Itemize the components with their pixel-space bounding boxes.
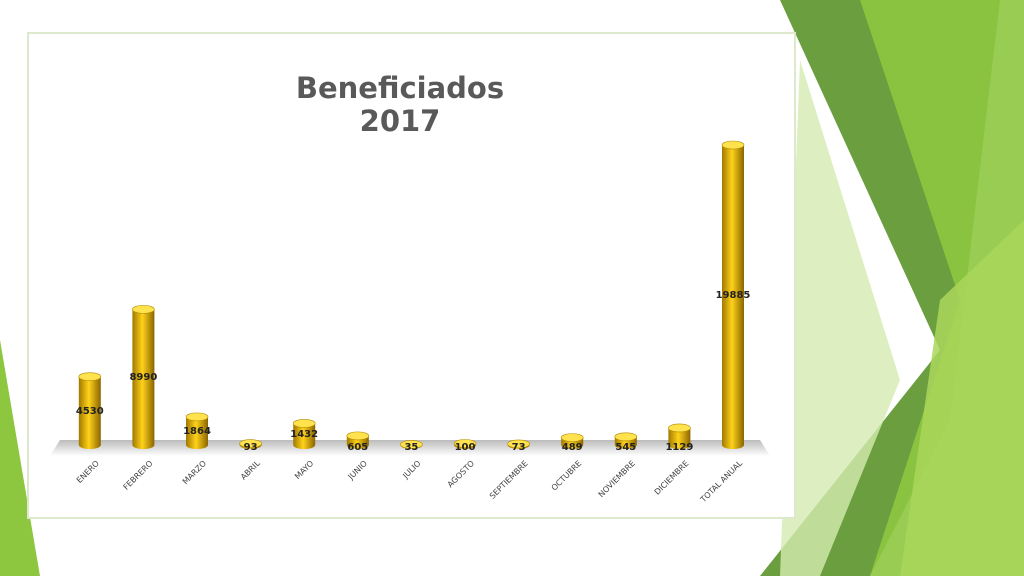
value-label: 93 bbox=[244, 442, 258, 453]
bar-body bbox=[186, 416, 208, 449]
value-label: 1864 bbox=[183, 426, 211, 437]
bar-top bbox=[292, 419, 316, 428]
bar-body bbox=[668, 427, 691, 449]
value-label: 1129 bbox=[665, 442, 693, 453]
bar-top bbox=[132, 305, 155, 314]
bar-top bbox=[453, 439, 477, 448]
bar-top bbox=[721, 140, 745, 150]
bar-top bbox=[400, 440, 423, 449]
chart-frame bbox=[27, 32, 796, 519]
bar-top bbox=[668, 423, 691, 433]
bar-top bbox=[78, 372, 102, 381]
value-label: 8990 bbox=[129, 372, 157, 383]
value-label: 1432 bbox=[290, 429, 318, 440]
deco-shape bbox=[780, 60, 900, 576]
bar-body bbox=[722, 145, 744, 449]
bar-top bbox=[185, 412, 209, 422]
value-label: 19885 bbox=[716, 290, 751, 301]
chart-title: Beneficiados 2017 bbox=[295, 71, 505, 138]
bar-body bbox=[78, 376, 101, 449]
bar-top bbox=[614, 432, 638, 442]
bar-top bbox=[560, 433, 584, 442]
value-label: 73 bbox=[512, 442, 526, 453]
value-label: 4530 bbox=[76, 406, 104, 417]
bar-body bbox=[132, 309, 155, 449]
value-label: 489 bbox=[562, 442, 583, 453]
bar-top bbox=[507, 439, 530, 449]
value-label: 100 bbox=[455, 442, 476, 453]
deco-shape bbox=[900, 220, 1024, 576]
bar-top bbox=[239, 439, 262, 448]
bar-top bbox=[346, 431, 370, 441]
value-label: 605 bbox=[347, 442, 368, 453]
bar-body bbox=[293, 423, 316, 449]
value-label: 545 bbox=[615, 442, 636, 453]
value-label: 35 bbox=[404, 442, 418, 453]
